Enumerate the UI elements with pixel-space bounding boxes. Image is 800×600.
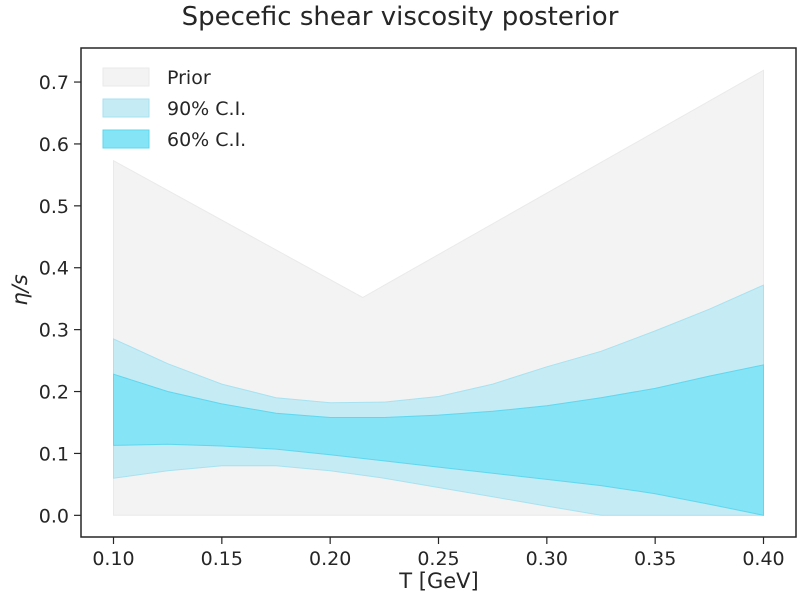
legend-label-60-c-i: 60% C.I. [167,129,246,151]
x-tick-label: 0.30 [526,548,568,570]
y-axis-label: η/s [8,274,32,305]
y-tick-label: 0.7 [39,72,69,94]
x-axis-label: T [GeV] [398,569,478,593]
legend-swatch-prior [102,67,150,87]
y-tick-label: 0.2 [39,382,69,404]
x-axis: 0.10 0.15 0.20 0.25 0.30 0.35 0.40 [92,537,785,570]
y-tick-label: 0.4 [39,258,69,280]
x-tick-label: 0.20 [309,548,351,570]
y-axis: 0.0 0.1 0.2 0.3 0.4 0.5 0.6 0.7 [39,72,81,527]
legend-label-90-c-i: 90% C.I. [167,98,246,120]
legend-label-prior: Prior [167,67,211,89]
chart-title: Specefic shear viscosity posterior [182,2,619,32]
y-tick-label: 0.5 [39,196,69,218]
plot-areas [113,69,764,516]
x-tick-label: 0.10 [92,548,134,570]
y-tick-label: 0.6 [39,134,69,156]
legend-swatch-90-c-i [102,98,150,118]
legend: Prior 90% C.I. 60% C.I. [102,67,246,151]
x-tick-label: 0.15 [201,548,243,570]
y-tick-label: 0.1 [39,443,69,465]
y-tick-label: 0.3 [39,320,69,342]
x-tick-label: 0.40 [742,548,784,570]
legend-swatch-60-c-i [102,129,150,149]
x-tick-label: 0.35 [634,548,676,570]
band-60-c-i [113,364,764,516]
x-tick-label: 0.25 [417,548,459,570]
y-tick-label: 0.0 [39,505,69,527]
